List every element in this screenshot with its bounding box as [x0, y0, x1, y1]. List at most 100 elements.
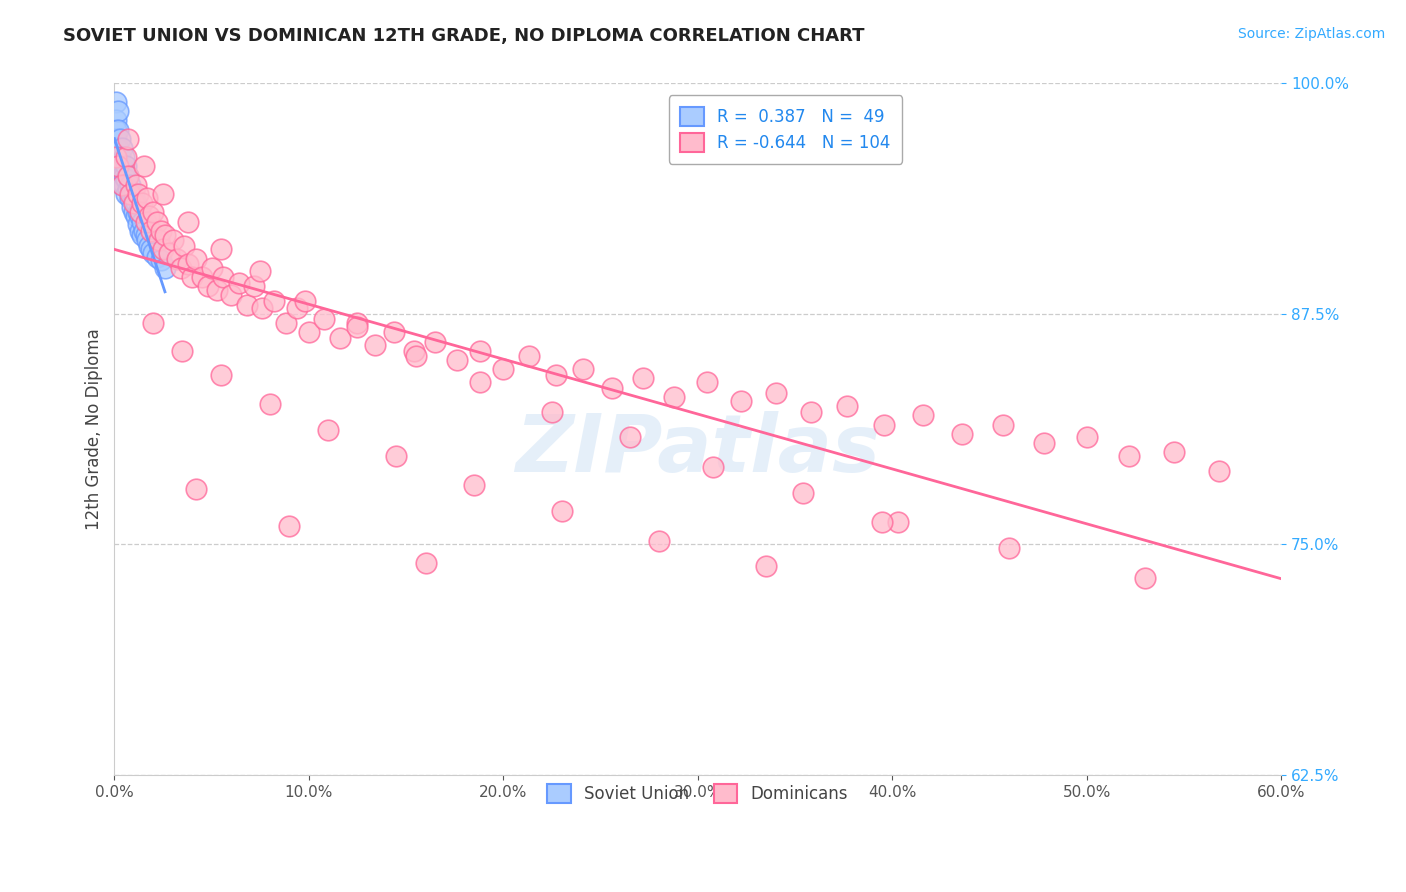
Point — [1032, 436, 1054, 450]
Point — [111, 178, 134, 192]
Point — [550, 504, 572, 518]
Point — [468, 343, 491, 358]
Point — [153, 260, 176, 275]
Point — [172, 343, 194, 358]
Point — [127, 205, 149, 219]
Point — [111, 160, 134, 174]
Point — [873, 417, 896, 432]
Point — [127, 217, 149, 231]
Point — [1163, 445, 1185, 459]
Point — [125, 209, 148, 223]
Point — [991, 417, 1014, 432]
Point — [117, 169, 139, 183]
Point — [105, 141, 128, 155]
Point — [112, 150, 135, 164]
Point — [141, 224, 163, 238]
Point — [259, 397, 281, 411]
Point — [177, 257, 200, 271]
Text: SOVIET UNION VS DOMINICAN 12TH GRADE, NO DIPLOMA CORRELATION CHART: SOVIET UNION VS DOMINICAN 12TH GRADE, NO… — [63, 27, 865, 45]
Point — [131, 196, 153, 211]
Point — [1076, 430, 1098, 444]
Point — [633, 371, 655, 385]
Point — [250, 301, 273, 316]
Point — [765, 386, 787, 401]
Point — [998, 541, 1021, 555]
Point — [209, 243, 232, 257]
Point — [177, 215, 200, 229]
Point — [128, 224, 150, 238]
Point — [837, 399, 859, 413]
Point — [730, 393, 752, 408]
Point — [142, 316, 165, 330]
Point — [887, 515, 910, 529]
Point — [346, 319, 368, 334]
Point — [135, 227, 157, 242]
Point — [314, 312, 336, 326]
Point — [184, 482, 207, 496]
Point — [117, 132, 139, 146]
Point — [274, 316, 297, 330]
Point — [105, 122, 128, 136]
Point — [132, 224, 155, 238]
Point — [107, 141, 129, 155]
Point — [125, 196, 148, 211]
Point — [107, 160, 129, 174]
Point — [517, 349, 540, 363]
Point — [128, 209, 150, 223]
Point — [619, 430, 641, 444]
Point — [346, 316, 368, 330]
Point — [105, 95, 128, 109]
Point — [110, 160, 132, 174]
Point — [148, 233, 170, 247]
Point — [152, 243, 174, 257]
Point — [135, 215, 157, 229]
Point — [162, 233, 184, 247]
Point — [136, 233, 159, 247]
Point — [131, 227, 153, 242]
Point — [173, 238, 195, 252]
Point — [150, 253, 173, 268]
Point — [249, 264, 271, 278]
Point — [197, 279, 219, 293]
Point — [492, 362, 515, 376]
Point — [136, 191, 159, 205]
Point — [405, 349, 427, 363]
Point — [572, 362, 595, 376]
Point — [111, 178, 134, 192]
Point — [263, 293, 285, 308]
Point — [329, 331, 352, 345]
Point — [285, 301, 308, 316]
Point — [664, 390, 686, 404]
Point — [212, 270, 235, 285]
Legend: Soviet Union, Dominicans: Soviet Union, Dominicans — [536, 772, 860, 815]
Point — [146, 215, 169, 229]
Point — [122, 196, 145, 211]
Point — [792, 485, 814, 500]
Point — [1133, 570, 1156, 584]
Point — [150, 224, 173, 238]
Point — [152, 187, 174, 202]
Point — [105, 150, 128, 164]
Point — [146, 250, 169, 264]
Point — [181, 270, 204, 285]
Point — [115, 187, 138, 202]
Point — [121, 200, 143, 214]
Point — [110, 150, 132, 164]
Point — [157, 246, 180, 260]
Point — [207, 283, 229, 297]
Point — [541, 404, 564, 418]
Point — [201, 260, 224, 275]
Point — [600, 381, 623, 395]
Point — [117, 169, 139, 183]
Point — [112, 169, 135, 183]
Point — [184, 252, 207, 266]
Point — [122, 187, 145, 202]
Point — [127, 187, 149, 202]
Point — [799, 404, 821, 418]
Point — [118, 187, 141, 202]
Point — [115, 150, 138, 164]
Point — [128, 205, 150, 219]
Point — [117, 181, 139, 195]
Point — [142, 246, 165, 260]
Point — [446, 353, 468, 368]
